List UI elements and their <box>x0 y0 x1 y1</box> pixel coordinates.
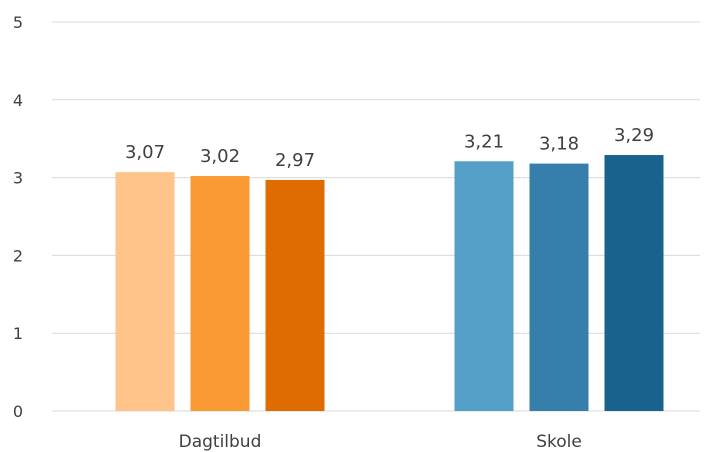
y-tick-label: 1 <box>13 324 23 343</box>
y-axis: 0 1 2 3 4 5 <box>13 13 23 421</box>
x-category-label: Dagtilbud <box>179 432 262 452</box>
bar <box>190 176 250 411</box>
x-category-label: Skole <box>536 432 582 452</box>
data-label: 3,21 <box>464 131 504 152</box>
bars: 3,07 3,02 2,97 3,21 3,18 3,29 <box>115 125 664 411</box>
data-label: 3,02 <box>200 146 240 167</box>
bar <box>454 161 514 411</box>
bar <box>604 155 664 411</box>
bar <box>529 163 589 411</box>
y-tick-label: 4 <box>13 91 23 110</box>
x-axis: Dagtilbud Skole <box>179 432 582 452</box>
data-label: 3,18 <box>539 134 579 155</box>
data-label: 3,07 <box>125 142 165 163</box>
bar <box>265 179 325 411</box>
data-label: 2,97 <box>275 150 315 171</box>
y-tick-label: 2 <box>13 246 23 265</box>
y-tick-label: 3 <box>13 169 23 188</box>
bar <box>115 172 175 411</box>
y-tick-label: 5 <box>13 13 23 32</box>
y-tick-label: 0 <box>13 402 23 421</box>
data-label: 3,29 <box>614 125 654 146</box>
